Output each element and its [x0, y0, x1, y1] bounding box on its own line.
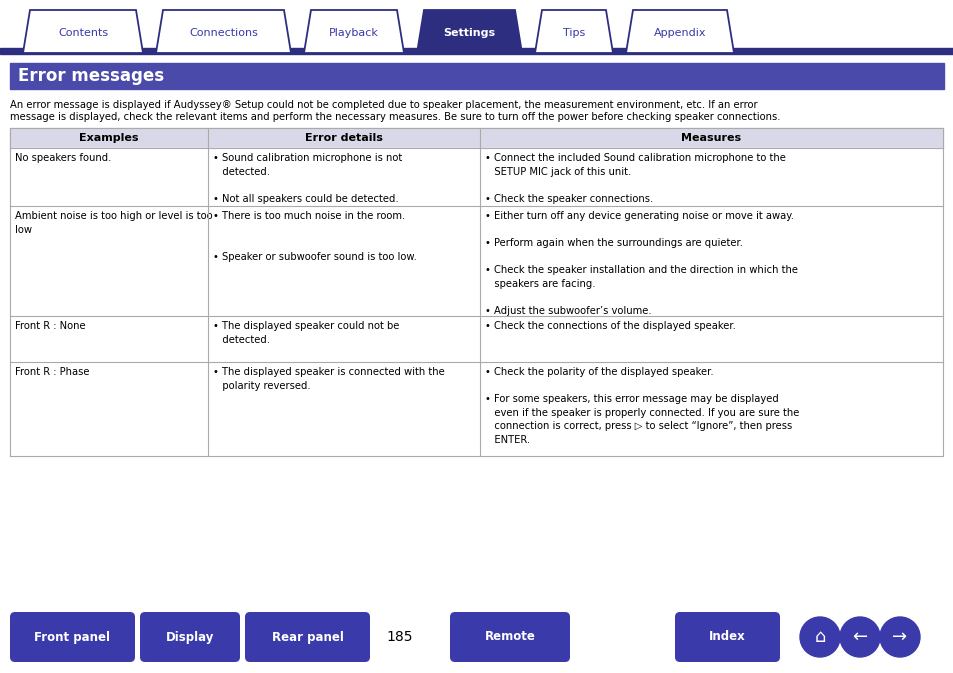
- Text: Display: Display: [166, 631, 214, 643]
- Bar: [10, 128, 942, 148]
- Text: Examples: Examples: [79, 133, 138, 143]
- Text: Error messages: Error messages: [18, 67, 164, 85]
- FancyBboxPatch shape: [10, 612, 135, 662]
- Text: Appendix: Appendix: [653, 28, 705, 38]
- Bar: [0, 48, 953, 54]
- Circle shape: [840, 617, 879, 657]
- Text: ←: ←: [852, 628, 866, 646]
- Circle shape: [879, 617, 919, 657]
- Bar: [10, 316, 942, 362]
- Bar: [10, 362, 942, 456]
- FancyBboxPatch shape: [140, 612, 240, 662]
- Text: ⌂: ⌂: [814, 628, 825, 646]
- Text: • Sound calibration microphone is not
   detected.

• Not all speakers could be : • Sound calibration microphone is not de…: [213, 153, 402, 204]
- Text: Remote: Remote: [484, 631, 535, 643]
- Text: Error details: Error details: [305, 133, 382, 143]
- Text: • Check the connections of the displayed speaker.: • Check the connections of the displayed…: [484, 321, 735, 331]
- Polygon shape: [416, 10, 521, 53]
- FancyBboxPatch shape: [450, 612, 569, 662]
- Text: • The displayed speaker could not be
   detected.: • The displayed speaker could not be det…: [213, 321, 399, 345]
- Bar: [10, 148, 942, 206]
- Text: • There is too much noise in the room.


• Speaker or subwoofer sound is too low: • There is too much noise in the room. •…: [213, 211, 416, 262]
- Polygon shape: [156, 10, 291, 53]
- FancyBboxPatch shape: [675, 612, 780, 662]
- Text: Front R : Phase: Front R : Phase: [15, 367, 90, 377]
- FancyBboxPatch shape: [245, 612, 370, 662]
- Text: Tips: Tips: [562, 28, 584, 38]
- Text: Settings: Settings: [443, 28, 495, 38]
- Text: Measures: Measures: [680, 133, 740, 143]
- Bar: [10, 63, 943, 89]
- Text: Ambient noise is too high or level is too
low: Ambient noise is too high or level is to…: [15, 211, 213, 235]
- Polygon shape: [304, 10, 403, 53]
- Circle shape: [800, 617, 840, 657]
- Text: • Check the polarity of the displayed speaker.

• For some speakers, this error : • Check the polarity of the displayed sp…: [484, 367, 799, 445]
- Text: Contents: Contents: [58, 28, 108, 38]
- Text: • Either turn off any device generating noise or move it away.

• Perform again : • Either turn off any device generating …: [484, 211, 797, 316]
- Text: Front panel: Front panel: [34, 631, 111, 643]
- Text: Front R : None: Front R : None: [15, 321, 86, 331]
- Text: Playback: Playback: [329, 28, 378, 38]
- Text: 185: 185: [386, 630, 413, 644]
- Polygon shape: [625, 10, 733, 53]
- Text: • The displayed speaker is connected with the
   polarity reversed.: • The displayed speaker is connected wit…: [213, 367, 444, 390]
- Text: No speakers found.: No speakers found.: [15, 153, 112, 163]
- Polygon shape: [23, 10, 143, 53]
- Text: message is displayed, check the relevant items and perform the necessary measure: message is displayed, check the relevant…: [10, 112, 780, 122]
- Text: Rear panel: Rear panel: [272, 631, 343, 643]
- Bar: [10, 206, 942, 316]
- Text: →: →: [891, 628, 906, 646]
- Text: • Connect the included Sound calibration microphone to the
   SETUP MIC jack of : • Connect the included Sound calibration…: [484, 153, 785, 204]
- Text: Index: Index: [708, 631, 745, 643]
- Text: An error message is displayed if Audyssey® Setup could not be completed due to s: An error message is displayed if Audysse…: [10, 100, 757, 110]
- Polygon shape: [535, 10, 613, 53]
- Text: Connections: Connections: [189, 28, 257, 38]
